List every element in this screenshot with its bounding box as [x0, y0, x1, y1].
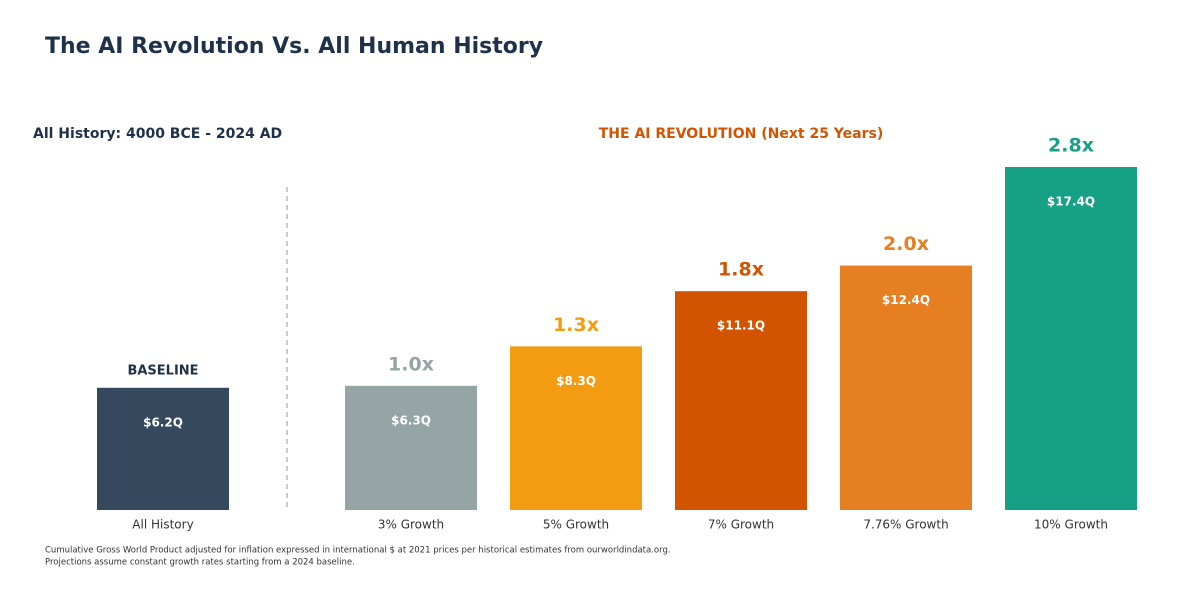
x-tick-label: 7.76% Growth	[863, 518, 948, 532]
multiplier-label: 1.3x	[553, 314, 599, 336]
x-tick-label: All History	[132, 518, 193, 532]
bar	[345, 385, 477, 510]
multiplier-label: 1.8x	[718, 259, 764, 281]
bar	[675, 291, 807, 510]
value-label: $17.4Q	[1047, 195, 1095, 209]
x-tick-label: 5% Growth	[543, 518, 609, 532]
x-tick-label: 10% Growth	[1034, 518, 1108, 532]
footnote: Cumulative Gross World Product adjusted …	[45, 546, 671, 556]
multiplier-label: 2.0x	[883, 233, 929, 255]
multiplier-label: 1.0x	[388, 353, 434, 375]
bar	[1005, 167, 1137, 510]
value-label: $6.2Q	[143, 415, 183, 429]
value-label: $8.3Q	[556, 374, 596, 388]
multiplier-label: 2.8x	[1048, 135, 1094, 157]
bar	[97, 387, 229, 510]
value-label: $11.1Q	[717, 319, 765, 333]
chart-title: The AI Revolution Vs. All Human History	[45, 34, 543, 59]
footnote: Projections assume constant growth rates…	[45, 558, 355, 568]
x-tick-label: 3% Growth	[378, 518, 444, 532]
section-heading: All History: 4000 BCE - 2024 AD	[33, 126, 282, 142]
value-label: $12.4Q	[882, 293, 930, 307]
bar	[510, 346, 642, 510]
x-tick-label: 7% Growth	[708, 518, 774, 532]
value-label: $6.3Q	[391, 413, 431, 427]
section-heading: THE AI REVOLUTION (Next 25 Years)	[599, 126, 884, 142]
multiplier-label: BASELINE	[127, 363, 198, 378]
bar	[840, 265, 972, 510]
